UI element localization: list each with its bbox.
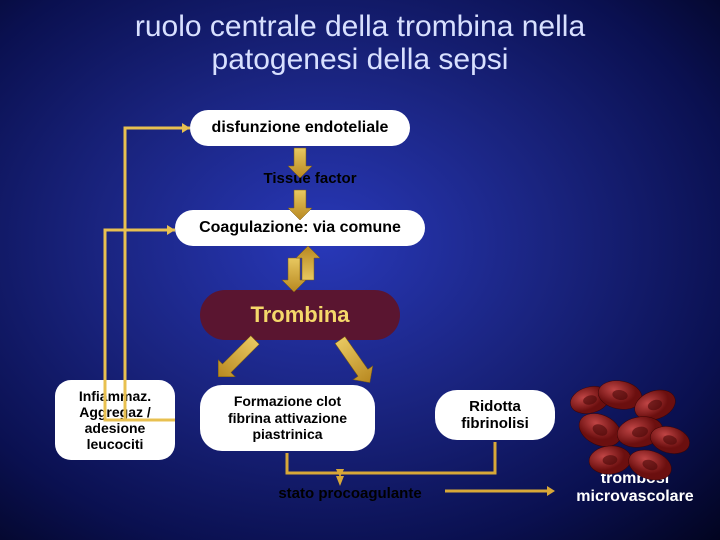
node-clot: Formazione clotfibrina attivazionepiastr… — [200, 385, 375, 451]
node-fibrinolysis: Ridottafibrinolisi — [435, 390, 555, 440]
page-title: ruolo centrale della trombina nellapatog… — [0, 10, 720, 76]
node-coagulation: Coagulazione: via comune — [175, 210, 425, 246]
label-procoagulant: stato procoagulante — [250, 485, 450, 502]
label-tissue-factor: Tissue factor — [230, 170, 390, 187]
label-thrombosis: trombosimicrovascolare — [560, 470, 710, 507]
node-thrombin: Trombina — [200, 290, 400, 340]
node-inflammation: Infiammaz.Aggregaz /adesioneleucociti — [55, 380, 175, 460]
node-endothelial: disfunzione endoteliale — [190, 110, 410, 146]
